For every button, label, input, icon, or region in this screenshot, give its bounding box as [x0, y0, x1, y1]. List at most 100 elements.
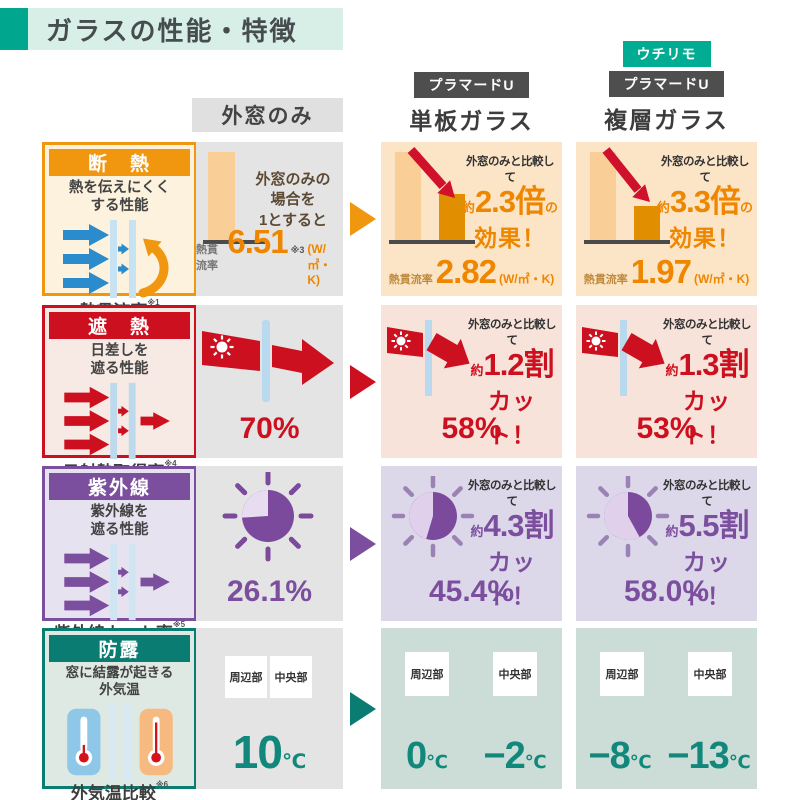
metric-unit: (W/㎡・K) [498, 272, 555, 286]
effect-value: 2.3倍 [474, 184, 546, 219]
sun-pie-icon [222, 472, 314, 562]
zone-label-edge: 周辺部 [225, 656, 267, 698]
row-description: 窓に結露が起きる 外気温 [65, 665, 174, 697]
title-accent-square [0, 8, 28, 50]
cell-shading-double: 外窓のみと比較して 約1.3割 カット！ 53% [576, 305, 757, 458]
cell-value: 58.0% [623, 575, 710, 608]
row-shading: 遮 熱 日差しを 遮る性能 日射熱取得率※4 [0, 305, 800, 481]
cell-condensation-single: 周辺部 中央部 0℃ −2℃ [381, 628, 562, 789]
zone-label-center: 中央部 [270, 656, 312, 698]
uv-block-icon [63, 544, 170, 621]
row-title: 断 熱 [49, 149, 190, 176]
metric-unit: (W/㎡・K) [307, 242, 332, 287]
cell-condensation-base: 周辺部 中央部 10℃ [196, 628, 343, 789]
effect-value: 1.2割 [483, 347, 554, 382]
cell-insulation-single: 外窓のみと比較して 約2.3倍の 効果！ 熱貫流率 2.82 (W/㎡・K) [381, 142, 562, 296]
label-box-condensation: 防露 窓に結露が起きる 外気温 外気温比較※6 [42, 628, 197, 800]
column-header-single: プラマードU 単板ガラス [381, 72, 562, 136]
page-title: ガラスの性能・特徴 [46, 15, 298, 46]
cell-shading-base: 70% [196, 305, 343, 458]
row-description: 熱を伝えにくく する性能 [68, 180, 171, 215]
center-temperature: −2℃ [483, 735, 547, 777]
row-title: 防露 [49, 635, 190, 662]
center-temperature: −13℃ [667, 735, 751, 777]
label-box-shading: 遮 熱 日差しを 遮る性能 日射熱取得率※4 [42, 305, 197, 481]
cell-insulation-base: 外窓のみの 場合を 1とすると 熱貫流率 6.51 ※3 (W/㎡・K) [196, 142, 343, 296]
cell-insulation-double: 外窓のみと比較して 約3.3倍の 効果！ 熱貫流率 1.97 (W/㎡・K) [576, 142, 757, 296]
comparison-text: 外窓のみと比較して 約1.3割 カット！ [663, 319, 752, 448]
column-header-double: ウチリモ プラマードU 複層ガラス [576, 41, 757, 135]
effect-value: 4.3割 [483, 508, 554, 543]
cell-value: 53% [636, 412, 697, 445]
comparison-text: 外窓のみと比較して 約4.3割 カット！ [468, 480, 557, 609]
footnote-marks: ※4 [164, 459, 177, 469]
label-box-insulation: 断 熱 熱を伝えにくく する性能 熱貫流率※1 ※ [42, 142, 197, 320]
metric-readout: 熱貫流率 6.51 ※3 (W/㎡・K) [196, 225, 343, 287]
footnote-mark: ※3 [290, 245, 305, 255]
brand-badge: プラマードU [414, 72, 529, 98]
row-title: 遮 熱 [49, 312, 190, 339]
cell-value: 45.4% [428, 575, 515, 608]
base-temperature: 10℃ [232, 726, 307, 778]
zone-label-edge: 周辺部 [600, 652, 644, 696]
decrease-arrow-icon [407, 147, 455, 198]
zone-label-center: 中央部 [493, 652, 537, 696]
sun-beam-cut-icon [582, 320, 665, 396]
zone-label-edge: 周辺部 [405, 652, 449, 696]
base-value: 70% [239, 412, 300, 445]
base-value: 26.1% [226, 575, 313, 608]
decrease-arrow-icon [602, 147, 650, 202]
title-bar: ガラスの性能・特徴 [0, 8, 343, 50]
bar-improved [634, 206, 660, 240]
row-uv: 紫外線 紫外線を 遮る性能 紫外線カット率※5 [0, 466, 800, 642]
brand-badge: プラマードU [609, 71, 724, 97]
axis-baseline [203, 240, 265, 244]
cell-uv-single: 外窓のみと比較して 約4.3割 カット！ 45.4% [381, 466, 562, 621]
cell-uv-double: 外窓のみと比較して 約5.5割 カット！ 58.0% [576, 466, 757, 621]
comparison-text: 外窓のみと比較して 約1.2割 カット！ [468, 319, 557, 448]
cell-condensation-double: 周辺部 中央部 −8℃ −13℃ [576, 628, 757, 789]
flow-arrow-right-icon [350, 691, 376, 726]
metric-readout: 熱貫流率 2.82 (W/㎡・K) [388, 253, 555, 290]
comparison-text: 外窓のみと比較して 約2.3倍の 効果！ [461, 156, 559, 251]
row-title: 紫外線 [49, 473, 190, 500]
metric-name: 外気温比較※6 [70, 779, 169, 800]
label-box-uv: 紫外線 紫外線を 遮る性能 紫外線カット率※5 [42, 466, 197, 642]
column-name-single-glass: 単板ガラス [409, 108, 534, 134]
row-condensation: 防露 窓に結露が起きる 外気温 外気温比較※6 [0, 628, 800, 800]
edge-temperature: −8℃ [588, 735, 652, 777]
edge-temperature: 0℃ [406, 735, 448, 777]
metric-unit: (W/㎡・K) [693, 272, 750, 286]
axis-baseline [389, 240, 475, 244]
sun-beam-icon [202, 320, 334, 402]
row-description: 紫外線を 遮る性能 [90, 504, 149, 539]
metric-readout: 熱貫流率 1.97 (W/㎡・K) [583, 253, 750, 290]
column-name-double-glass: 複層ガラス [604, 107, 729, 133]
bar-base [590, 152, 616, 240]
cell-shading-single: 外窓のみと比較して 約1.2割 カット！ 58% [381, 305, 562, 458]
bar-base [208, 152, 235, 240]
cell-uv-base: 26.1% [196, 466, 343, 621]
sun-beam-cut-icon [387, 320, 470, 396]
row-description: 日差しを 遮る性能 [90, 343, 149, 378]
column-header-base: 外窓のみ [192, 98, 343, 132]
flow-arrow-right-icon [350, 364, 376, 399]
cell-value: 58% [441, 412, 502, 445]
effect-value: 1.3割 [678, 347, 749, 382]
comparison-text: 外窓のみと比較して 約3.3倍の 効果！ [656, 156, 754, 251]
bar-improved [439, 194, 465, 240]
base-caption: 外窓のみの 場合を 1とすると [255, 171, 331, 229]
thermometer-comparison-icon [66, 702, 173, 781]
bar-base [395, 152, 421, 240]
effect-value: 5.5割 [678, 508, 749, 543]
shading-sun-block-icon [63, 383, 170, 460]
footnote-marks: ※6 [155, 779, 169, 789]
flow-arrow-right-icon [350, 526, 376, 561]
row-insulation: 断 熱 熱を伝えにくく する性能 熱貫流率※1 ※ [0, 142, 800, 320]
flow-arrow-right-icon [350, 202, 376, 236]
sun-pie-icon [391, 476, 475, 558]
comparison-text: 外窓のみと比較して 約5.5割 カット！ [663, 480, 752, 609]
footnote-marks: ※5 [172, 620, 186, 630]
axis-baseline [584, 240, 670, 244]
